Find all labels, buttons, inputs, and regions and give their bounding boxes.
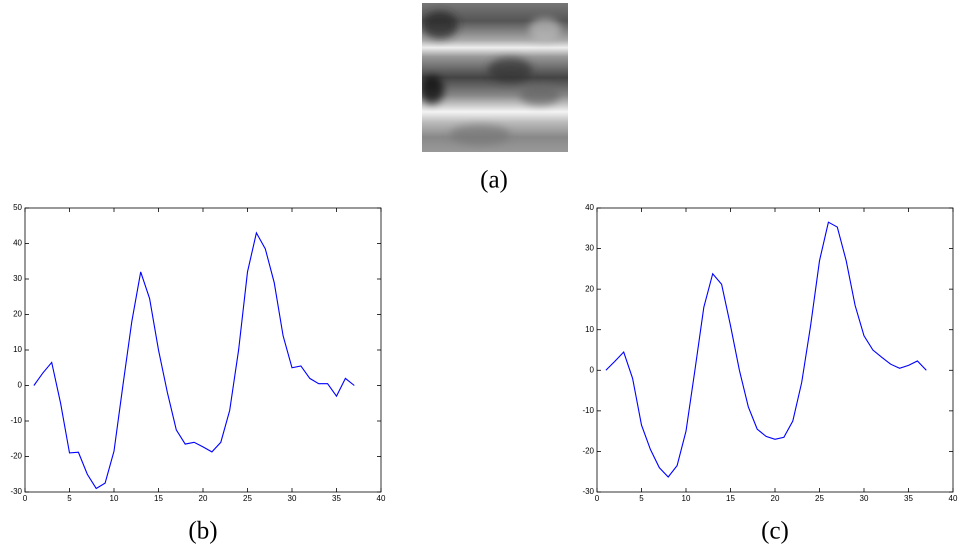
y-tick-label: 50 [13,203,22,212]
x-tick-label: 35 [904,494,913,503]
x-tick-label: 5 [639,494,644,503]
y-tick-label: 0 [590,365,595,374]
x-tick-label: 40 [949,494,958,503]
data-line [33,231,355,490]
x-tick-label: 15 [726,494,735,503]
x-tick-label: 35 [332,494,341,503]
plot-frame [24,207,382,493]
x-tick-label: 25 [243,494,252,503]
y-tick-label: -20 [10,452,22,461]
x-tick-label: 20 [771,494,780,503]
x-tick-label: 10 [110,494,119,503]
y-tick-label: 10 [585,325,594,334]
image-caption: (a) [480,167,508,194]
y-tick-label: -30 [582,487,594,496]
y-tick-label: -30 [10,487,22,496]
x-tick-label: 30 [288,494,297,503]
y-tick-label: 10 [13,345,22,354]
y-tick-label: -20 [582,447,594,456]
x-tick-label: 30 [860,494,869,503]
x-tick-label: 0 [23,494,28,503]
y-tick-label: 0 [18,381,23,390]
x-tick-label: 15 [154,494,163,503]
y-tick-label: 30 [13,274,22,283]
y-tick-label: 20 [585,284,594,293]
x-tick-label: 5 [67,494,72,503]
x-tick-label: 40 [377,494,386,503]
x-tick-label: 25 [815,494,824,503]
y-tick-label: -10 [582,406,594,415]
y-tick-label: 20 [13,310,22,319]
x-tick-label: 20 [199,494,208,503]
x-tick-label: 10 [682,494,691,503]
chart-caption: (b) [188,518,217,545]
data-line [605,221,927,478]
texture-image [422,3,568,152]
y-tick-label: 40 [585,203,594,212]
x-tick-label: 0 [595,494,600,503]
chart-caption: (c) [761,518,789,545]
y-tick-label: -10 [10,416,22,425]
y-tick-label: 30 [585,244,594,253]
y-tick-label: 40 [13,239,22,248]
